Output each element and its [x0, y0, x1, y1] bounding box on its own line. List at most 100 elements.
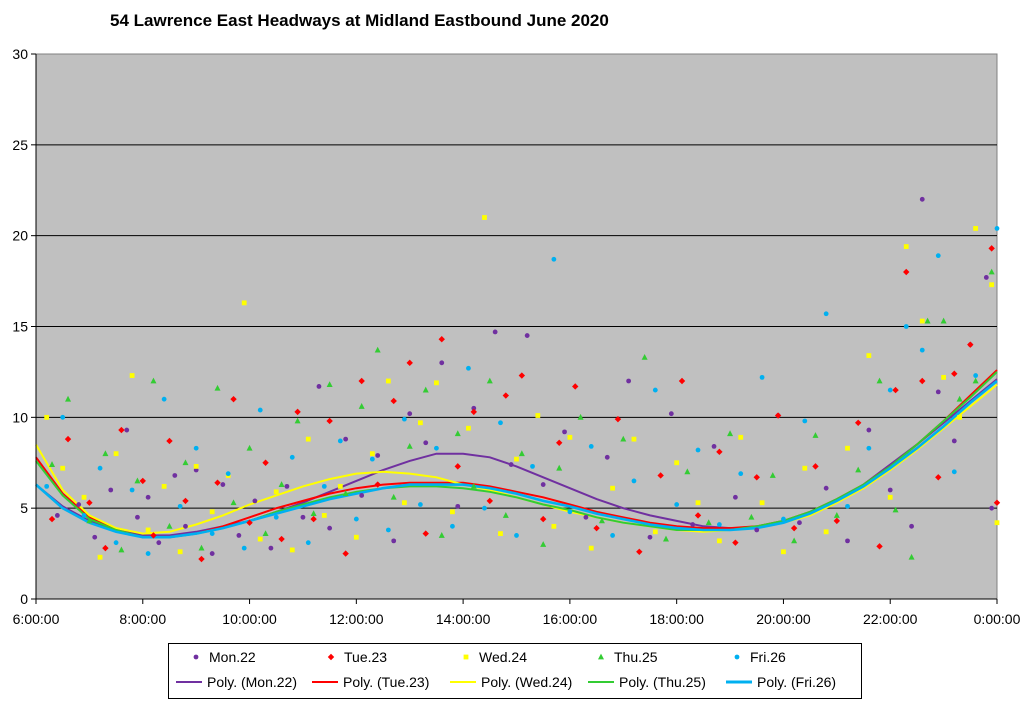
data-point-tue-23: [182, 497, 189, 505]
data-point-fri-26: [695, 447, 701, 453]
data-point-thu-25: [118, 546, 125, 553]
data-point-fri-26: [919, 347, 925, 353]
data-point-wed-24: [781, 549, 786, 555]
data-point-thu-25: [470, 482, 477, 489]
legend-marker-shape: [734, 654, 740, 660]
data-point-mon-22: [183, 523, 188, 529]
data-point-thu-25: [342, 490, 349, 497]
data-point-wed-24: [353, 534, 359, 540]
data-point-mon-22: [327, 525, 333, 531]
data-point-fri-26: [973, 373, 979, 378]
data-point-fri-26: [161, 396, 167, 402]
y-tick-label: 5: [20, 500, 28, 516]
data-point-fri-26: [551, 256, 557, 262]
data-point-mon-22: [508, 462, 514, 467]
data-point-thu-25: [150, 377, 157, 384]
data-point-tue-23: [374, 481, 381, 488]
legend-marker-shape: [598, 653, 604, 660]
x-tick-label: 8:00:00: [119, 611, 166, 627]
data-point-wed-24: [957, 414, 963, 420]
data-point-thu-25: [812, 432, 819, 438]
data-point-mon-22: [375, 453, 381, 458]
legend-item-mon-22: Mon.22: [189, 648, 256, 665]
data-point-wed-24: [97, 554, 103, 560]
data-point-thu-25: [972, 377, 979, 384]
data-point-thu-25: [246, 444, 253, 451]
data-point-tue-23: [86, 499, 93, 506]
data-point-tue-23: [390, 397, 397, 405]
data-point-wed-24: [588, 545, 594, 551]
data-point-fri-26: [305, 540, 311, 546]
data-point-wed-24: [887, 494, 893, 500]
data-point-mon-22: [690, 522, 696, 527]
data-point-mon-22: [951, 438, 957, 444]
data-point-tue-23: [470, 408, 477, 416]
data-point-tue-23: [614, 415, 622, 423]
data-point-wed-24: [273, 489, 279, 495]
data-point-fri-26: [845, 503, 850, 509]
data-point-wed-24: [567, 434, 573, 440]
data-point-wed-24: [674, 460, 680, 466]
data-point-thu-25: [134, 477, 141, 484]
data-point-wed-24: [919, 318, 925, 324]
legend-label-trend: Poly. (Tue.23): [343, 674, 430, 691]
data-point-tue-23: [833, 517, 841, 525]
trendline-fri-26: [35, 379, 998, 539]
data-point-wed-24: [321, 513, 327, 518]
data-point-fri-26: [177, 503, 183, 509]
data-point-wed-24: [193, 463, 199, 469]
data-point-tue-23: [326, 417, 333, 425]
data-point-fri-26: [498, 420, 503, 426]
data-point-tue-23: [753, 474, 760, 481]
data-point-fri-26: [337, 438, 343, 444]
data-point-tue-23: [967, 341, 974, 348]
data-point-wed-24: [941, 374, 947, 380]
data-point-mon-22: [316, 384, 322, 389]
x-tick-label: 12:00:00: [329, 611, 384, 627]
data-point-thu-25: [748, 513, 755, 520]
data-point-mon-22: [300, 514, 306, 520]
data-point-fri-26: [193, 445, 199, 451]
legend-label-trend: Poly. (Mon.22): [207, 674, 297, 691]
legend-label: Thu.25: [614, 649, 658, 666]
data-point-wed-24: [81, 494, 87, 500]
data-point-wed-24: [498, 531, 503, 536]
data-point-thu-25: [705, 519, 712, 526]
data-point-mon-22: [732, 494, 738, 500]
legend-item-fri-26: Fri.26: [730, 648, 786, 665]
data-point-fri-26: [781, 516, 786, 522]
legend-label: Mon.22: [209, 649, 256, 666]
data-point-mon-22: [108, 487, 114, 493]
data-point-thu-25: [956, 395, 963, 402]
data-point-wed-24: [535, 413, 541, 418]
data-point-wed-24: [385, 378, 391, 384]
data-point-mon-22: [919, 196, 925, 202]
data-point-mon-22: [909, 523, 914, 529]
legend-marker-fri-26: [734, 654, 740, 660]
data-point-thu-25: [294, 417, 301, 424]
data-point-wed-24: [994, 520, 1000, 526]
data-point-wed-24: [695, 500, 701, 506]
data-point-wed-24: [305, 436, 311, 442]
data-point-mon-22: [193, 467, 199, 473]
data-point-thu-25: [727, 430, 734, 437]
data-point-fri-26: [225, 471, 231, 477]
data-point-mon-22: [983, 275, 989, 280]
data-point-thu-25: [49, 461, 56, 467]
data-point-tue-23: [214, 479, 221, 486]
data-point-mon-22: [124, 427, 130, 433]
data-point-tue-23: [48, 515, 56, 523]
y-tick-label: 20: [12, 228, 28, 244]
data-point-fri-26: [567, 509, 573, 515]
data-point-mon-22: [845, 538, 850, 544]
legend-item-trend-thu-25: Poly. (Thu.25): [587, 673, 706, 690]
data-point-wed-24: [434, 380, 439, 386]
x-tick-label: 0:00:00: [974, 611, 1021, 627]
data-point-tue-23: [903, 268, 910, 276]
data-point-fri-26: [482, 505, 487, 511]
data-points: [44, 196, 1001, 563]
data-point-mon-22: [407, 411, 413, 417]
y-tick-label: 25: [12, 137, 28, 153]
data-point-tue-23: [636, 548, 643, 555]
data-point-tue-23: [486, 497, 494, 505]
